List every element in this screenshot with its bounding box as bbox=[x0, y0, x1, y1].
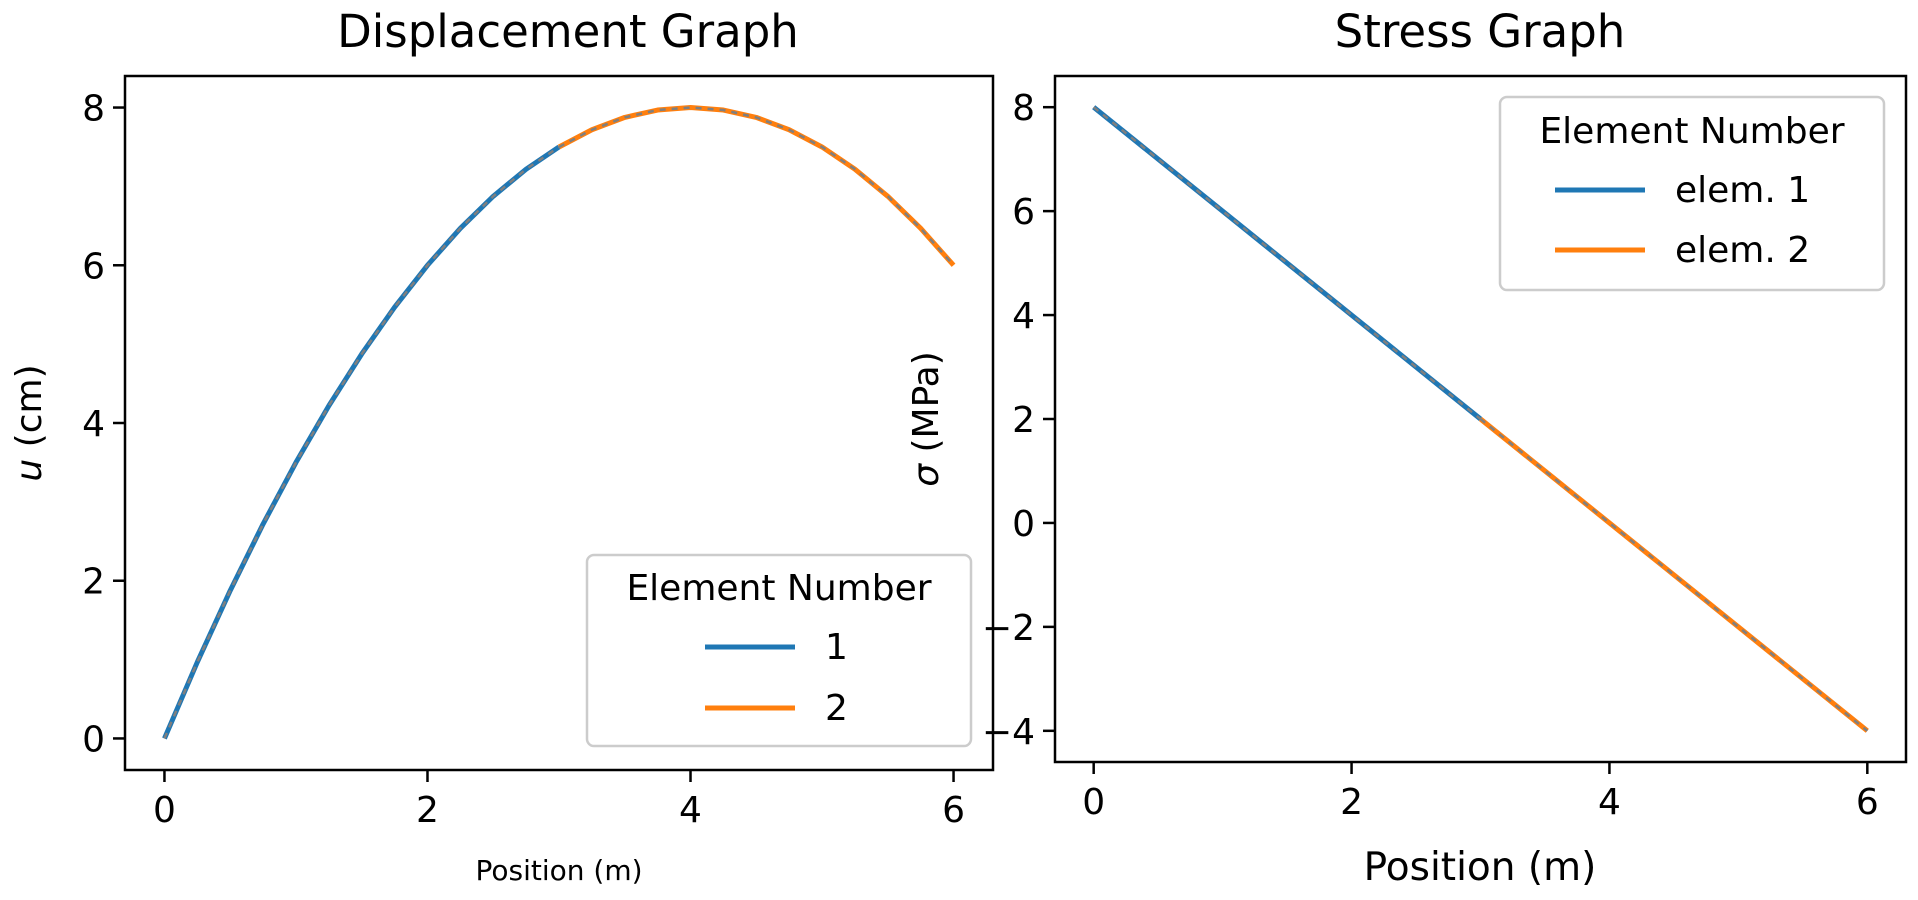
x-tick-label: 4 bbox=[679, 790, 702, 831]
y-tick-label: 0 bbox=[1012, 504, 1035, 545]
series-line-2 bbox=[557, 105, 956, 267]
x-axis-label: Position (m) bbox=[1364, 845, 1597, 890]
x-tick-label: 4 bbox=[1598, 782, 1621, 823]
series-line-1 bbox=[1092, 105, 1483, 421]
series-overlay-dash-1 bbox=[163, 145, 560, 739]
y-tick-label: 4 bbox=[82, 404, 105, 445]
legend: Element Number elem. 1 elem. 2 bbox=[1498, 95, 1886, 292]
legend-label-1: 1 bbox=[825, 627, 848, 668]
series-line-1 bbox=[162, 144, 561, 740]
chart-title: Displacement Graph bbox=[337, 5, 799, 58]
y-axis-ticks: 0 2 4 6 8 bbox=[82, 89, 125, 760]
series-line-2 bbox=[1478, 417, 1869, 733]
y-axis-ticks: 8 6 4 2 0 −2 −4 bbox=[982, 88, 1055, 753]
y-axis-unit: (MPa) bbox=[906, 351, 947, 452]
x-tick-label: 0 bbox=[153, 790, 176, 831]
legend-title: Element Number bbox=[1539, 111, 1844, 152]
x-tick-label: 6 bbox=[942, 790, 965, 831]
y-axis-label: u (cm) bbox=[9, 364, 50, 481]
series-group bbox=[162, 105, 956, 740]
y-axis-symbol: σ bbox=[906, 463, 947, 487]
x-axis-label: Position (m) bbox=[475, 854, 642, 887]
y-tick-label: 6 bbox=[82, 246, 105, 287]
x-axis-ticks: 0 2 4 6 bbox=[1082, 762, 1879, 823]
y-tick-label: 0 bbox=[82, 719, 105, 760]
legend-label-2: elem. 2 bbox=[1675, 230, 1810, 271]
legend-title: Element Number bbox=[626, 568, 931, 609]
y-tick-label: −4 bbox=[982, 712, 1035, 753]
y-tick-label: 8 bbox=[1012, 88, 1035, 129]
stress-chart: Stress Graph 0 2 4 6 8 6 4 2 0 −2 −4 Position (m)… bbox=[906, 5, 1908, 890]
y-axis-symbol: u bbox=[9, 459, 50, 482]
y-tick-label: 2 bbox=[1012, 400, 1035, 441]
x-tick-label: 2 bbox=[416, 790, 439, 831]
series-group bbox=[1092, 105, 1869, 733]
y-tick-label: 6 bbox=[1012, 192, 1035, 233]
y-axis-label: σ (MPa) bbox=[906, 351, 947, 487]
legend: Element Number 1 2 bbox=[585, 553, 973, 748]
y-axis-unit: (cm) bbox=[9, 364, 50, 447]
legend-label-1: elem. 1 bbox=[1675, 170, 1810, 211]
legend-box bbox=[1498, 95, 1886, 292]
y-tick-label: −2 bbox=[982, 608, 1035, 649]
x-tick-label: 6 bbox=[1856, 782, 1879, 823]
chart-title: Stress Graph bbox=[1335, 5, 1626, 58]
y-tick-label: 4 bbox=[1012, 296, 1035, 337]
series-overlay-dash-2 bbox=[558, 106, 955, 267]
x-axis-ticks: 0 2 4 6 bbox=[153, 770, 965, 831]
legend-box bbox=[585, 553, 973, 748]
y-tick-label: 8 bbox=[82, 89, 105, 130]
displacement-chart: Displacement Graph 0 2 4 6 0 2 4 6 8 Position (… bbox=[9, 5, 995, 887]
x-tick-label: 2 bbox=[1340, 782, 1363, 823]
y-tick-label: 2 bbox=[82, 562, 105, 603]
x-tick-label: 0 bbox=[1082, 782, 1105, 823]
legend-label-2: 2 bbox=[825, 688, 848, 729]
